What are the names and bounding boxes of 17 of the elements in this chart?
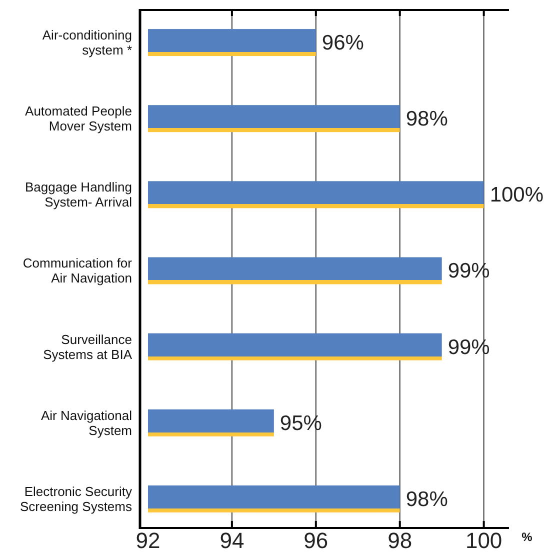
y-tick-label: Air-conditioning system * (42, 28, 132, 58)
x-tick-label: 92 (136, 528, 160, 552)
x-tick-label: 100 (465, 528, 502, 552)
data-label: 98% (406, 487, 448, 510)
y-tick-label: Automated People Mover System (25, 104, 132, 134)
data-label: 100% (490, 183, 544, 206)
y-tick-label: Surveillance Systems at BIA (43, 332, 132, 362)
x-tick-label: 98 (388, 528, 412, 552)
data-label: 98% (406, 107, 448, 130)
x-axis-title: % (522, 530, 533, 544)
data-label: 96% (322, 31, 364, 54)
x-tick-label: 96 (304, 528, 328, 552)
x-tick-label: 94 (220, 528, 244, 552)
y-tick-label: Baggage Handling System- Arrival (25, 180, 132, 210)
y-tick-label: Electronic Security Screening Systems (20, 484, 132, 514)
y-tick-label: Communication for Air Navigation (22, 256, 133, 286)
y-tick-label: Air Navigational System (40, 408, 132, 438)
